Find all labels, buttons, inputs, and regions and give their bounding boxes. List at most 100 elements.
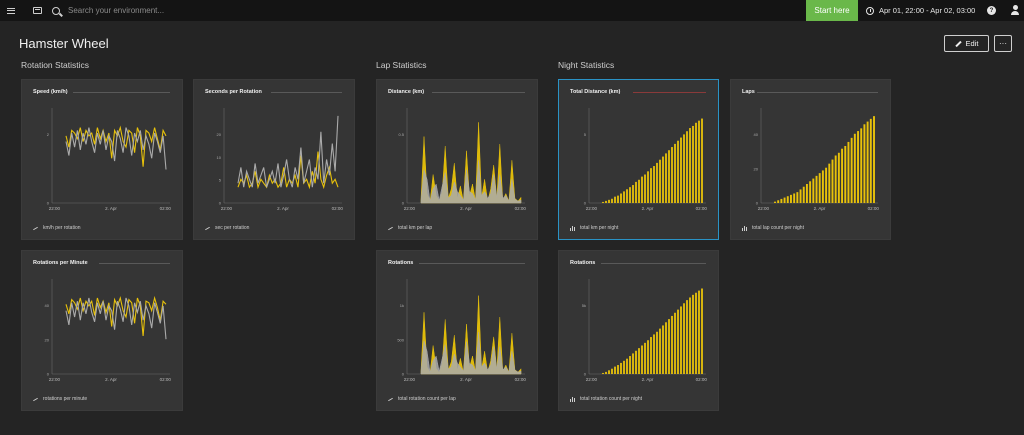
bar	[701, 118, 703, 203]
bar	[844, 146, 847, 203]
tile-total-distance[interactable]: Total Distance (km) 0 5 22:00 2. Apr 02:00 tot…	[558, 79, 719, 240]
x-tick-label: 22:00	[404, 377, 416, 382]
monitor-icon[interactable]	[28, 0, 46, 21]
user-icon[interactable]	[1010, 5, 1020, 16]
hamburger-icon[interactable]	[2, 0, 20, 21]
x-tick-label: 02:00	[160, 206, 172, 211]
tile-speed[interactable]: Speed (km/h) 0 2 22:00 2. Apr 02:00 km/h per r…	[21, 79, 183, 240]
x-tick-label: 02:00	[696, 206, 708, 211]
x-tick-label: 2. Apr	[642, 206, 654, 211]
y-tick-label: 5	[584, 132, 587, 137]
chart: 0 20 40 22:00 2. Apr 02:00	[754, 108, 879, 211]
tile-rpm[interactable]: Rotations per Minute 0 20 40 22:00 2. Apr 02:0…	[21, 250, 183, 411]
bar	[617, 365, 619, 374]
chart: 0 5 22:00 2. Apr 02:00	[584, 108, 708, 211]
chart-legend[interactable]: total rotation count per night	[570, 396, 642, 402]
bar	[650, 337, 652, 374]
search-icon[interactable]	[52, 6, 60, 15]
y-tick-label: 500	[397, 337, 404, 342]
y-tick-label: 40	[45, 303, 50, 308]
bar	[796, 192, 799, 203]
x-tick-label: 2. Apr	[460, 206, 472, 211]
timeframe-selector[interactable]: Apr 01, 22:00 - Apr 02, 03:00	[866, 0, 975, 21]
section-night-statistics: Night Statistics	[558, 60, 615, 70]
chart-legend[interactable]: rotations per minute	[33, 396, 87, 402]
chart-legend[interactable]: total rotation count per lap	[388, 396, 456, 402]
chart-legend[interactable]: sec per rotation	[205, 225, 249, 231]
bar	[659, 328, 661, 374]
bar	[608, 370, 610, 374]
x-tick-label: 02:00	[160, 377, 172, 382]
y-tick-label: 0.5	[398, 132, 404, 137]
bar	[635, 350, 637, 374]
edit-button[interactable]: Edit	[944, 35, 989, 52]
start-here-button[interactable]: Start here	[806, 0, 858, 21]
edit-label: Edit	[965, 39, 979, 48]
y-tick-label: 0	[47, 201, 50, 206]
chart-legend[interactable]: total km per night	[570, 225, 618, 231]
tile-laps[interactable]: Laps 0 20 40 22:00 2. Apr 02:00 total lap count…	[730, 79, 891, 240]
bar	[677, 140, 679, 203]
series-area	[420, 160, 522, 204]
title-divider	[271, 92, 342, 93]
chart-legend[interactable]: total lap count per night	[742, 225, 804, 231]
tile-title: Total Distance (km)	[570, 89, 621, 95]
legend-label: sec per rotation	[215, 225, 250, 231]
x-tick-label: 02:00	[696, 377, 708, 382]
top-bar	[0, 0, 1024, 21]
legend-label: total rotation count per lap	[398, 396, 456, 402]
line-chart-icon	[388, 226, 393, 231]
more-options-button[interactable]: ···	[994, 35, 1012, 52]
title-divider	[99, 263, 170, 264]
bar	[828, 163, 831, 203]
tile-rotations-lap[interactable]: Rotations 0 500 1k 22:00 2. Apr 02:00 total rot…	[376, 250, 538, 411]
x-tick-label: 22:00	[404, 206, 416, 211]
bar	[686, 131, 688, 203]
series-line	[65, 127, 167, 170]
y-tick-label: 5k	[582, 303, 586, 308]
chart: 0 500 1k 22:00 2. Apr 02:00	[397, 279, 526, 382]
bar-chart-icon	[570, 396, 575, 402]
bar	[620, 362, 622, 374]
bar	[629, 187, 631, 203]
tile-rotations-night[interactable]: Rotations 0 5k 22:00 2. Apr 02:00 total rotati…	[558, 250, 719, 411]
time-range-label: Apr 01, 22:00 - Apr 02, 03:00	[879, 6, 976, 15]
bar	[638, 179, 640, 203]
bar	[869, 118, 872, 203]
bar	[805, 184, 808, 203]
bar	[668, 319, 670, 374]
y-tick-label: 0	[402, 201, 405, 206]
bar	[701, 288, 703, 374]
bar	[650, 168, 652, 203]
bar	[602, 201, 604, 203]
bar	[818, 173, 821, 203]
y-tick-label: 0	[584, 201, 587, 206]
line-chart-icon	[33, 397, 38, 402]
tile-title: Distance (km)	[388, 89, 425, 95]
help-icon[interactable]: ?	[987, 6, 996, 15]
chart-legend[interactable]: total km per lap	[388, 225, 432, 231]
y-tick-label: 2	[47, 132, 50, 137]
bar	[698, 290, 700, 374]
bar	[689, 128, 691, 203]
search-input[interactable]	[68, 6, 368, 15]
chart-legend[interactable]: km/h per rotation	[33, 225, 81, 231]
bar	[653, 334, 655, 374]
bar-chart-icon	[570, 225, 575, 231]
bar	[647, 340, 649, 374]
x-tick-label: 22:00	[49, 206, 61, 211]
bar	[815, 175, 818, 203]
y-tick-label: 0	[47, 372, 50, 377]
x-tick-label: 22:00	[586, 377, 598, 382]
bar	[790, 194, 792, 203]
tile-spr[interactable]: Seconds per Rotation 0 5 10 20 22:00 2. Apr 02:…	[193, 79, 355, 240]
tile-distance[interactable]: Distance (km) 0 0.5 22:00 2. Apr 02:00 total k…	[376, 79, 538, 240]
bar	[866, 121, 869, 203]
bar	[611, 198, 613, 203]
y-tick-label: 0	[219, 201, 222, 206]
bar	[638, 348, 640, 374]
bar	[857, 131, 859, 203]
y-tick-label: 0	[584, 372, 587, 377]
search-bar	[52, 6, 1024, 15]
bar	[692, 125, 694, 203]
